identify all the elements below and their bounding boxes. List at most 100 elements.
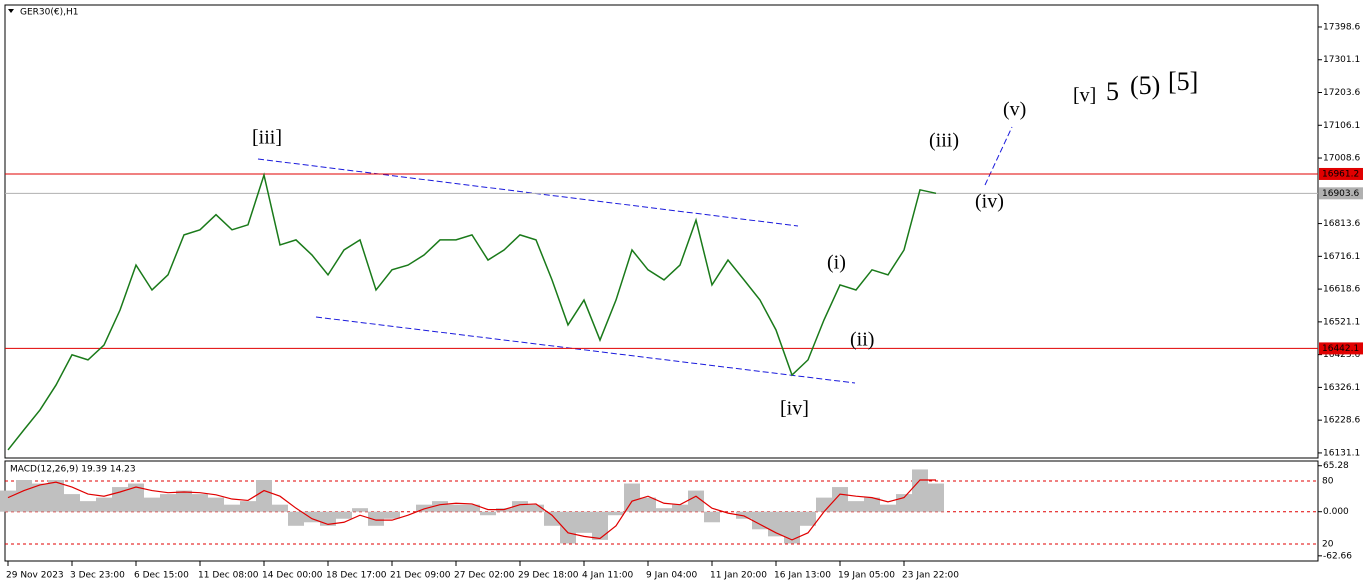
x-tick-label: 21 Dec 09:00 [390,571,451,581]
wave-label: [v] [1073,85,1096,107]
macd-bar [752,511,768,530]
y-tick-label: 17398.6 [1323,22,1360,32]
macd-bar [656,508,672,512]
macd-bar [928,483,944,512]
macd-bar [48,480,64,512]
x-tick-label: 19 Jan 05:00 [838,571,895,581]
macd-bar [640,497,656,512]
y-tick-label: -62.66 [1323,551,1352,561]
wave-label: (i) [827,252,846,274]
macd-bar [272,504,288,512]
macd-bar [528,504,544,512]
y-tick-label: 16423.6 [1323,350,1360,360]
price-tag-label: 16961.2 [1322,169,1359,179]
macd-bar [688,490,704,512]
macd-bar [32,483,48,512]
macd-bar [416,504,432,512]
macd-bar [432,501,448,512]
x-tick-label: 18 Dec 17:00 [326,571,387,581]
price-tag-label: 16442.1 [1322,344,1359,354]
wave-label: (ii) [850,329,874,351]
x-tick-label: 23 Jan 22:00 [902,571,959,581]
x-tick-label: 9 Jan 04:00 [646,571,698,581]
macd-bar [16,480,32,512]
y-tick-label: 16716.1 [1323,252,1360,262]
y-tick-label: 16326.1 [1323,383,1360,393]
chart-title: GER30(€),H1 [20,8,78,18]
macd-bar [144,497,160,512]
macd-bar [96,497,112,512]
macd-bar [336,511,352,519]
wave-label: [5] [1168,67,1198,96]
macd-bar [544,511,560,526]
macd-bar [64,494,80,512]
price-line [7,172,937,451]
channel-line [257,158,799,227]
x-tick-label: 3 Dec 23:00 [70,571,125,581]
x-tick-label: 14 Dec 00:00 [262,571,323,581]
macd-bar [0,490,16,512]
x-tick-label: 6 Dec 15:00 [134,571,189,581]
macd-bar [512,501,528,512]
wave-label: (5) [1130,71,1160,100]
wave-label: (v) [1003,99,1026,121]
macd-bar [80,501,96,512]
macd-bar [624,483,640,512]
y-tick-label: 16228.6 [1323,416,1360,426]
macd-bar [448,504,464,512]
y-tick-label: 16131.1 [1323,448,1360,458]
wave-label: (iv) [975,191,1004,213]
macd-bar [192,494,208,512]
macd-bar [704,511,720,523]
macd-bar [176,490,192,512]
macd-bar [464,504,480,512]
price-tag [1319,342,1363,355]
macd-bar [560,511,576,544]
wave-label: (iii) [929,130,959,152]
menu-arrow [8,9,14,13]
y-tick-label: 16618.6 [1323,285,1360,295]
y-tick-label: 16521.1 [1323,317,1360,327]
macd-bar [224,504,240,512]
macd-bar [880,504,896,512]
y-tick-label: 17008.6 [1323,154,1360,164]
y-tick-label: 17301.1 [1323,55,1360,65]
x-tick-label: 16 Jan 13:00 [774,571,831,581]
macd-bar [592,511,608,540]
wave-label: [iv] [780,398,809,420]
macd-bar [384,511,400,519]
level-label: 20 [1322,540,1334,550]
price-panel [4,4,1319,459]
macd-bar [160,494,176,512]
macd-bar [240,501,256,512]
price-tag [1319,187,1363,200]
macd-bar [208,497,224,512]
wave-label: [iii] [252,127,282,149]
macd-bar [864,497,880,512]
macd-bar [912,469,928,512]
macd-bar [832,487,848,512]
level-label: 80 [1322,477,1334,487]
price-tag-label: 16903.6 [1322,189,1359,199]
y-tick-label: 0.000 [1323,507,1349,517]
x-tick-label: 27 Dec 02:00 [454,571,515,581]
macd-bar [256,480,272,512]
projection-line [984,126,1013,186]
macd-bar [288,511,304,526]
price-tag [1319,167,1363,180]
macd-bar [784,511,800,544]
macd-bar [304,511,320,523]
macd-bar [848,501,864,512]
y-tick-label: 17106.1 [1323,121,1360,131]
macd-bar [128,483,144,512]
y-tick-label: 65.28 [1323,461,1349,471]
x-tick-label: 11 Dec 08:00 [198,571,259,581]
x-tick-label: 4 Jan 11:00 [582,571,634,581]
x-tick-label: 11 Jan 20:00 [710,571,767,581]
macd-bar [320,511,336,526]
x-tick-label: 29 Nov 2023 [6,571,64,581]
y-tick-label: 16813.6 [1323,219,1360,229]
wave-label: 5 [1106,77,1119,106]
